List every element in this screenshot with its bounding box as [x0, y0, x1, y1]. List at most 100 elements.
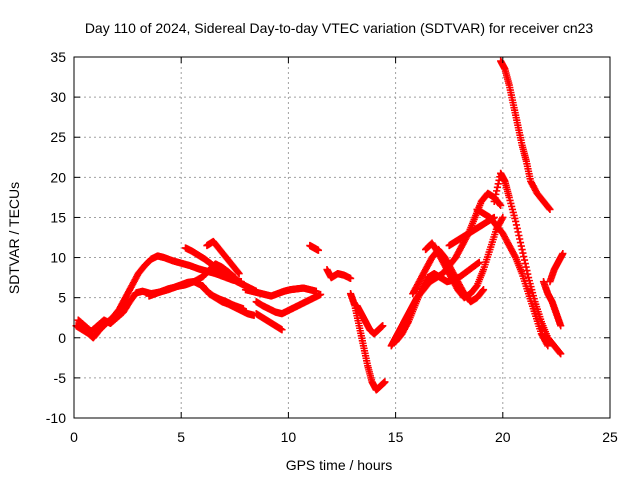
data-point-interp	[528, 286, 536, 294]
data-point	[512, 217, 520, 226]
data-point-interp	[491, 194, 499, 202]
data-point-interp	[511, 214, 519, 223]
data-point-interp	[494, 180, 502, 188]
y-tick-label: -5	[54, 370, 67, 386]
data-point	[524, 274, 533, 282]
data-point	[479, 286, 488, 294]
grid	[74, 57, 610, 418]
data-point	[381, 378, 389, 386]
x-tick-label: 0	[70, 429, 78, 445]
data-point-interp	[513, 224, 521, 233]
data-point-interp	[234, 268, 242, 277]
data-point-interp	[517, 242, 525, 250]
data-point	[505, 193, 513, 201]
data-point-interp	[523, 266, 531, 275]
y-tick-label: 25	[50, 129, 66, 145]
data-point-interp	[516, 235, 524, 243]
data-point	[497, 201, 505, 210]
x-axis-label: GPS time / hours	[286, 457, 393, 473]
data-point-interp	[479, 287, 487, 295]
data-point-interp	[512, 221, 521, 229]
data-point-interp	[519, 249, 527, 257]
data-point-interp	[506, 196, 514, 204]
y-tick-label: 0	[58, 330, 66, 346]
data-point-interp	[492, 190, 500, 198]
series-arc-8	[252, 290, 325, 318]
y-tick-label: 30	[50, 89, 66, 105]
series-arc-9	[252, 310, 286, 334]
data-point-interp	[529, 292, 537, 300]
x-tick-labels: 0 5 10 15 20 25	[70, 429, 618, 445]
data-point-interp	[493, 187, 501, 195]
y-axis-label: SDTVAR / TECUs	[6, 182, 22, 294]
series-arc-19	[473, 205, 552, 350]
series-arc-17	[422, 213, 507, 302]
data-point-interp	[515, 231, 523, 240]
y-tick-label: -10	[46, 410, 66, 426]
series-arc-11	[323, 265, 355, 283]
data-point-interp	[507, 199, 515, 208]
plot-frame	[73, 56, 611, 419]
x-tick-label: 15	[388, 429, 404, 445]
data-point-interp	[493, 183, 502, 191]
data-point-interp	[508, 202, 516, 211]
data-point-interp	[509, 208, 517, 217]
data-point-interp	[528, 289, 537, 297]
y-tick-label: 5	[58, 290, 66, 306]
data-point-interp	[514, 228, 522, 236]
chart-title: Day 110 of 2024, Sidereal Day-to-day VTE…	[85, 20, 594, 36]
axis-ticks	[73, 56, 611, 419]
data-point-interp	[508, 205, 517, 214]
x-tick-label: 25	[602, 429, 618, 445]
data-point-interp	[520, 256, 529, 264]
y-tick-label: 10	[50, 250, 66, 266]
series-arc-6	[203, 237, 243, 278]
x-tick-label: 10	[281, 429, 297, 445]
data-point-interp	[556, 349, 564, 357]
data-point-interp	[521, 259, 529, 268]
data-point	[499, 213, 507, 222]
data-point	[316, 290, 325, 299]
data-point	[235, 270, 243, 278]
data-point-interp	[530, 295, 538, 303]
y-tick-label: 35	[50, 49, 66, 65]
data-point-interp	[510, 211, 518, 220]
data-point	[314, 246, 323, 254]
series-arc-22	[539, 278, 565, 330]
series-arc-21	[497, 57, 554, 214]
data-point-interp	[527, 283, 535, 291]
series-arc-23	[546, 249, 567, 286]
data-point	[346, 274, 355, 283]
data-point-interp	[545, 204, 553, 213]
data-point	[518, 245, 526, 254]
series-arc-10	[306, 241, 323, 254]
data-point	[557, 322, 565, 330]
data-point-interp	[525, 277, 533, 285]
series-arc-20	[490, 169, 565, 358]
data-point	[544, 342, 552, 350]
data-point	[490, 197, 498, 205]
y-tick-labels: -10 -5 0 5 10 15 20 25 30 35	[46, 49, 66, 426]
data-point-interp	[516, 238, 525, 247]
data-points	[72, 57, 567, 394]
data-point-interp	[520, 252, 528, 261]
series-arc-18	[445, 213, 498, 250]
data-point	[475, 258, 483, 266]
series-arc-13	[353, 302, 387, 338]
data-point	[278, 326, 286, 334]
data-point-interp	[526, 280, 534, 288]
data-point-interp	[524, 270, 532, 278]
data-point	[379, 322, 387, 330]
data-point-interp	[496, 200, 504, 209]
series-arc-12	[346, 290, 389, 394]
x-tick-label: 5	[177, 429, 185, 445]
series-arc-7	[241, 284, 320, 300]
x-tick-label: 20	[495, 429, 511, 445]
y-tick-label: 15	[50, 209, 66, 225]
data-point	[546, 205, 554, 214]
series-arc-1	[72, 252, 245, 342]
data-point-interp	[522, 263, 530, 271]
y-tick-label: 20	[50, 169, 66, 185]
data-point	[557, 350, 565, 358]
